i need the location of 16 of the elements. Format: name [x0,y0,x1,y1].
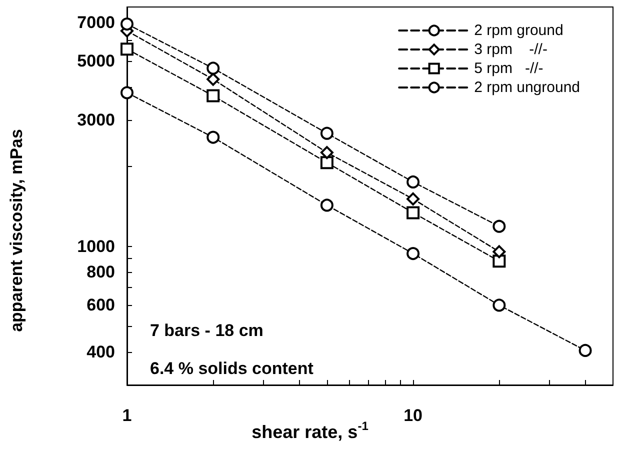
y-tick-label: 600 [86,296,115,315]
x-tick-label: 10 [404,406,423,425]
legend-label: 5 rpm -//- [474,60,544,77]
y-axis-title: apparent viscosity, mPas [7,129,26,332]
y-tick-label: 1000 [77,236,115,256]
annotation: 6.4 % solids content [150,359,314,378]
y-tick-label: 3000 [77,110,115,130]
y-tick-label: 400 [86,342,115,362]
legend-label: 2 rpm unground [474,79,580,96]
y-tick-label: 7000 [77,12,115,32]
legend-label: 3 rpm -//- [474,41,548,58]
annotation: 7 bars - 18 cm [150,321,264,340]
legend-label: 2 rpm ground [474,22,564,39]
x-tick-label: 1 [122,406,132,425]
y-tick-label: 800 [86,262,115,282]
y-tick-label: 5000 [77,52,115,71]
